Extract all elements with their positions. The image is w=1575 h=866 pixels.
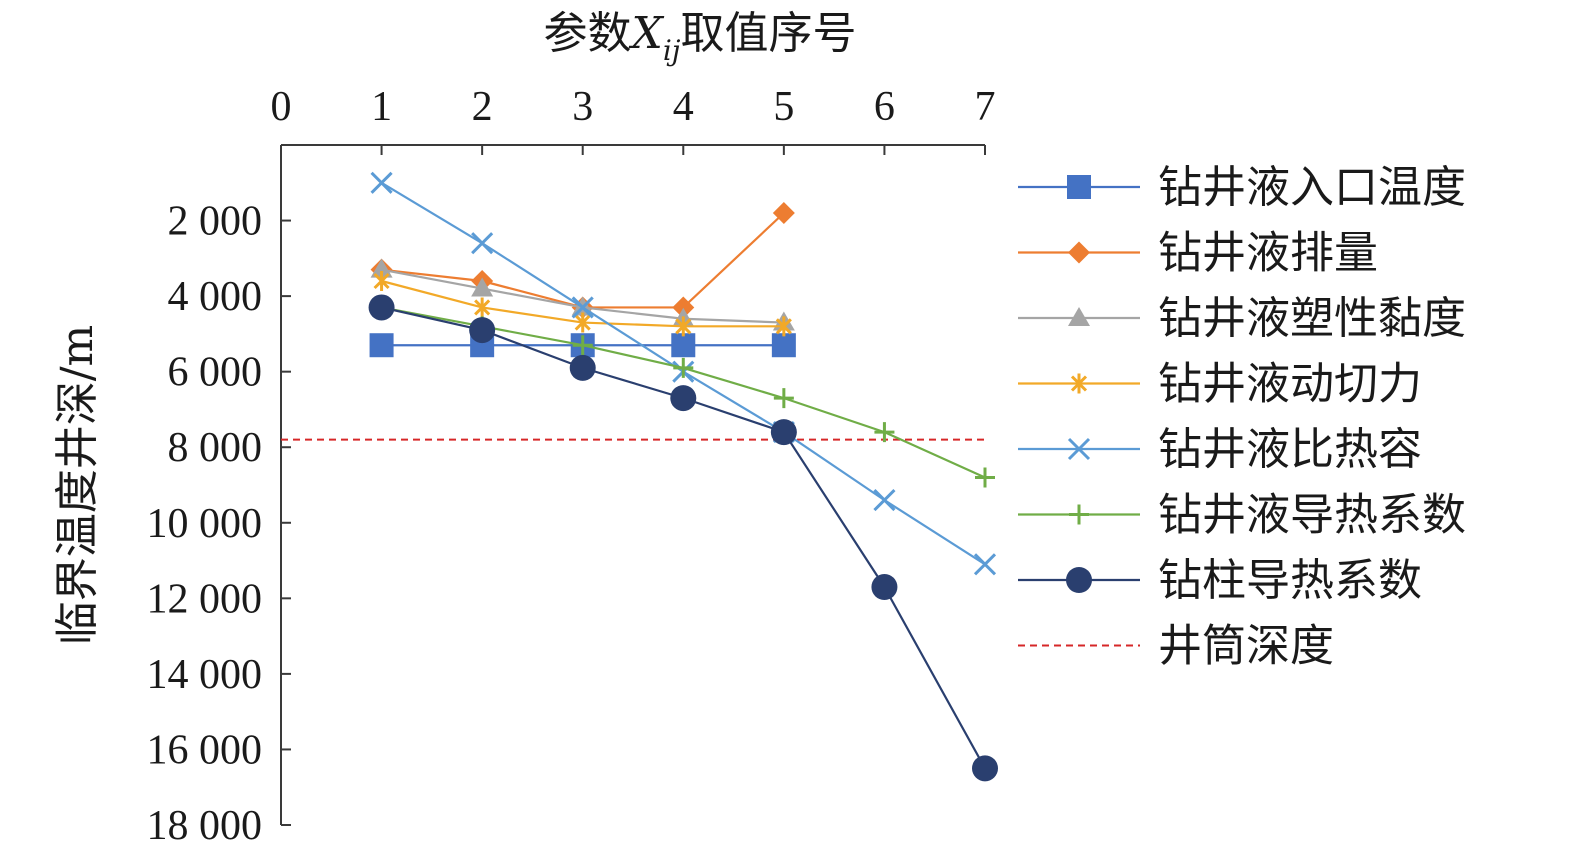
data-point-marker: [874, 422, 895, 443]
data-point-marker: [368, 294, 395, 321]
data-point-marker: [670, 385, 697, 412]
data-point-marker: [973, 553, 997, 576]
data-point-marker: [773, 388, 794, 409]
x-axis-title: 参数Xij取值序号: [544, 8, 857, 67]
data-point-marker: [672, 296, 695, 319]
data-point-marker: [370, 258, 393, 278]
legend-label: 钻柱导热系数: [1158, 555, 1422, 606]
legend-item: 井筒深度: [1018, 621, 1334, 672]
data-point-marker: [1070, 373, 1088, 394]
y-tick-label: 16 000: [147, 727, 263, 773]
legend-item: 钻井液导热系数: [1018, 490, 1466, 541]
data-point-marker: [572, 335, 593, 356]
x-tick-label: 2: [472, 84, 493, 130]
data-point-marker: [871, 574, 898, 600]
legend-label: 钻井液塑性黏度: [1158, 293, 1466, 344]
plot-series: [368, 171, 998, 782]
data-point-marker: [675, 316, 692, 337]
y-ticks: 2 000 4 000 6 000 8 000 10 000 12 000 14 000 16…: [147, 199, 291, 849]
data-point-marker: [975, 467, 995, 488]
data-point-marker: [1067, 175, 1091, 199]
data-point-marker: [471, 232, 494, 255]
axes: [280, 144, 985, 825]
data-point-marker: [1068, 241, 1090, 264]
legend-label: 钻井液入口温度: [1158, 162, 1466, 213]
y-tick-label: 6 000: [168, 350, 263, 396]
x-axis-title-subscript: ij: [663, 34, 681, 67]
y-axis-title: 临界温度井深/m: [52, 325, 103, 646]
data-point-marker: [671, 333, 696, 358]
legend-label: 井筒深度: [1158, 621, 1334, 672]
data-point-marker: [770, 419, 797, 446]
legend-label: 钻井液比热容: [1158, 424, 1422, 475]
legend-item: 钻井液塑性黏度: [1018, 293, 1466, 344]
y-tick-label: 18 000: [147, 803, 263, 849]
data-point-marker: [1066, 567, 1092, 593]
x-tick-label: 0: [271, 84, 292, 130]
data-point-marker: [370, 171, 393, 194]
x-tick-label: 3: [572, 84, 593, 130]
x-tick-label: 7: [975, 84, 996, 130]
y-tick-label: 2 000: [168, 199, 263, 245]
legend-item: 钻柱导热系数: [1018, 555, 1422, 606]
y-tick-label: 8 000: [168, 425, 263, 471]
data-point-marker: [972, 755, 998, 782]
data-point-marker: [373, 271, 390, 291]
data-point-marker: [571, 296, 594, 319]
legend-item: 钻井液入口温度: [1018, 162, 1466, 213]
data-point-marker: [1069, 504, 1089, 525]
x-axis-title-pre: 参数: [544, 8, 632, 59]
legend-item: 钻井液动切力: [1018, 359, 1422, 410]
data-point-marker: [873, 489, 896, 512]
data-point-marker: [673, 357, 694, 378]
legend-label: 钻井液导热系数: [1158, 490, 1466, 541]
data-point-marker: [775, 316, 792, 337]
x-ticks: 0 1 2 3 4 5 6 7: [271, 84, 996, 155]
legend-item: 钻井液排量: [1018, 228, 1378, 279]
y-tick-label: 12 000: [147, 576, 263, 622]
series-line: [381, 212, 785, 309]
x-tick-label: 4: [673, 84, 694, 130]
x-tick-label: 6: [874, 84, 895, 130]
data-point-marker: [569, 354, 596, 381]
x-axis-title-post: 取值序号: [680, 8, 856, 59]
y-tick-label: 14 000: [147, 652, 263, 698]
data-point-marker: [574, 312, 591, 333]
series-group: [373, 271, 792, 337]
data-point-marker: [771, 333, 796, 358]
legend-label: 钻井液排量: [1158, 228, 1378, 279]
x-tick-label: 5: [773, 84, 794, 130]
data-point-marker: [772, 202, 795, 224]
data-point-marker: [471, 277, 494, 297]
x-axis-title-variable: X: [629, 8, 665, 59]
series-group: [368, 294, 998, 782]
y-tick-label: 10 000: [147, 501, 263, 547]
x-tick-label: 1: [371, 84, 392, 130]
legend-label: 钻井液动切力: [1158, 359, 1422, 410]
legend-item: 钻井液比热容: [1018, 424, 1422, 475]
data-point-marker: [474, 297, 491, 318]
data-point-marker: [1068, 307, 1090, 326]
data-point-marker: [369, 333, 394, 358]
data-point-marker: [1067, 437, 1091, 461]
legend: 钻井液入口温度钻井液排量钻井液塑性黏度钻井液动切力钻井液比热容钻井液导热系数钻柱…: [1018, 162, 1466, 672]
data-point-marker: [469, 317, 496, 344]
y-tick-label: 4 000: [168, 274, 263, 320]
